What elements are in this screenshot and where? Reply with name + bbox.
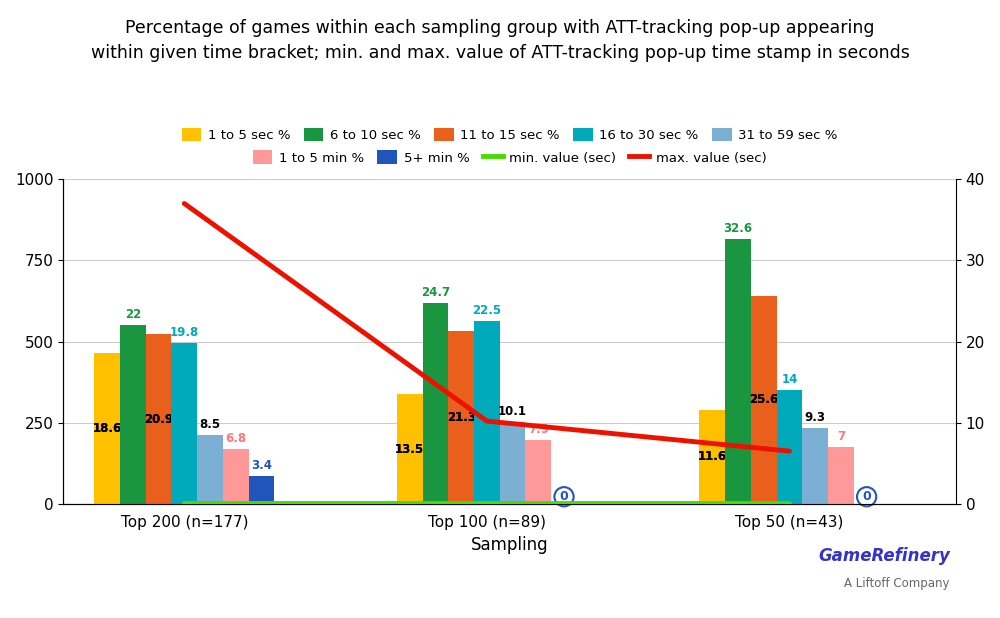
Bar: [223, 449, 249, 504]
Text: 22.5: 22.5: [472, 304, 501, 317]
Text: A Liftoff Company: A Liftoff Company: [844, 577, 950, 590]
Text: 0: 0: [862, 490, 871, 503]
Bar: [500, 422, 525, 504]
Bar: [197, 435, 223, 504]
Text: 21.3: 21.3: [447, 411, 476, 424]
Bar: [423, 303, 448, 504]
Text: 32.6: 32.6: [723, 222, 753, 235]
Text: 11.6: 11.6: [698, 451, 727, 464]
Bar: [448, 331, 474, 504]
Bar: [525, 440, 551, 504]
Bar: [802, 428, 828, 504]
Bar: [725, 239, 751, 504]
Text: 18.6: 18.6: [92, 422, 122, 435]
Text: 24.7: 24.7: [421, 287, 450, 300]
Text: 8.5: 8.5: [199, 418, 221, 431]
Bar: [146, 334, 171, 504]
Text: 11.6: 11.6: [698, 451, 727, 464]
Text: 13.5: 13.5: [395, 442, 424, 455]
Text: 14: 14: [781, 373, 798, 386]
Bar: [249, 476, 274, 504]
Bar: [699, 410, 725, 504]
Text: 25.6: 25.6: [749, 394, 778, 407]
Text: 10.1: 10.1: [498, 405, 527, 418]
Text: GameRefinery: GameRefinery: [818, 548, 950, 565]
Text: 21.3: 21.3: [447, 411, 476, 424]
Text: 6.8: 6.8: [225, 432, 246, 445]
X-axis label: Sampling: Sampling: [471, 536, 548, 554]
Bar: [397, 394, 423, 504]
Bar: [828, 447, 854, 504]
Text: 22: 22: [125, 308, 141, 321]
Bar: [94, 353, 120, 504]
Text: 18.6: 18.6: [92, 422, 122, 435]
Text: 9.3: 9.3: [805, 412, 826, 425]
Text: 7: 7: [837, 430, 845, 443]
Text: 0: 0: [560, 490, 568, 503]
Text: 20.9: 20.9: [144, 413, 173, 426]
Text: 25.6: 25.6: [749, 394, 778, 407]
Legend: 1 to 5 min %, 5+ min %, min. value (sec), max. value (sec): 1 to 5 min %, 5+ min %, min. value (sec)…: [247, 145, 772, 170]
Text: 20.9: 20.9: [144, 413, 173, 426]
Text: Percentage of games within each sampling group with ATT-tracking pop-up appearin: Percentage of games within each sampling…: [91, 19, 909, 62]
Text: 19.8: 19.8: [170, 326, 199, 339]
Bar: [777, 390, 802, 504]
Bar: [120, 325, 146, 504]
Text: 7.9: 7.9: [528, 423, 549, 436]
Text: 13.5: 13.5: [395, 442, 424, 455]
Bar: [171, 343, 197, 504]
Text: 3.4: 3.4: [251, 459, 272, 472]
Bar: [751, 296, 777, 504]
Bar: [474, 321, 500, 504]
